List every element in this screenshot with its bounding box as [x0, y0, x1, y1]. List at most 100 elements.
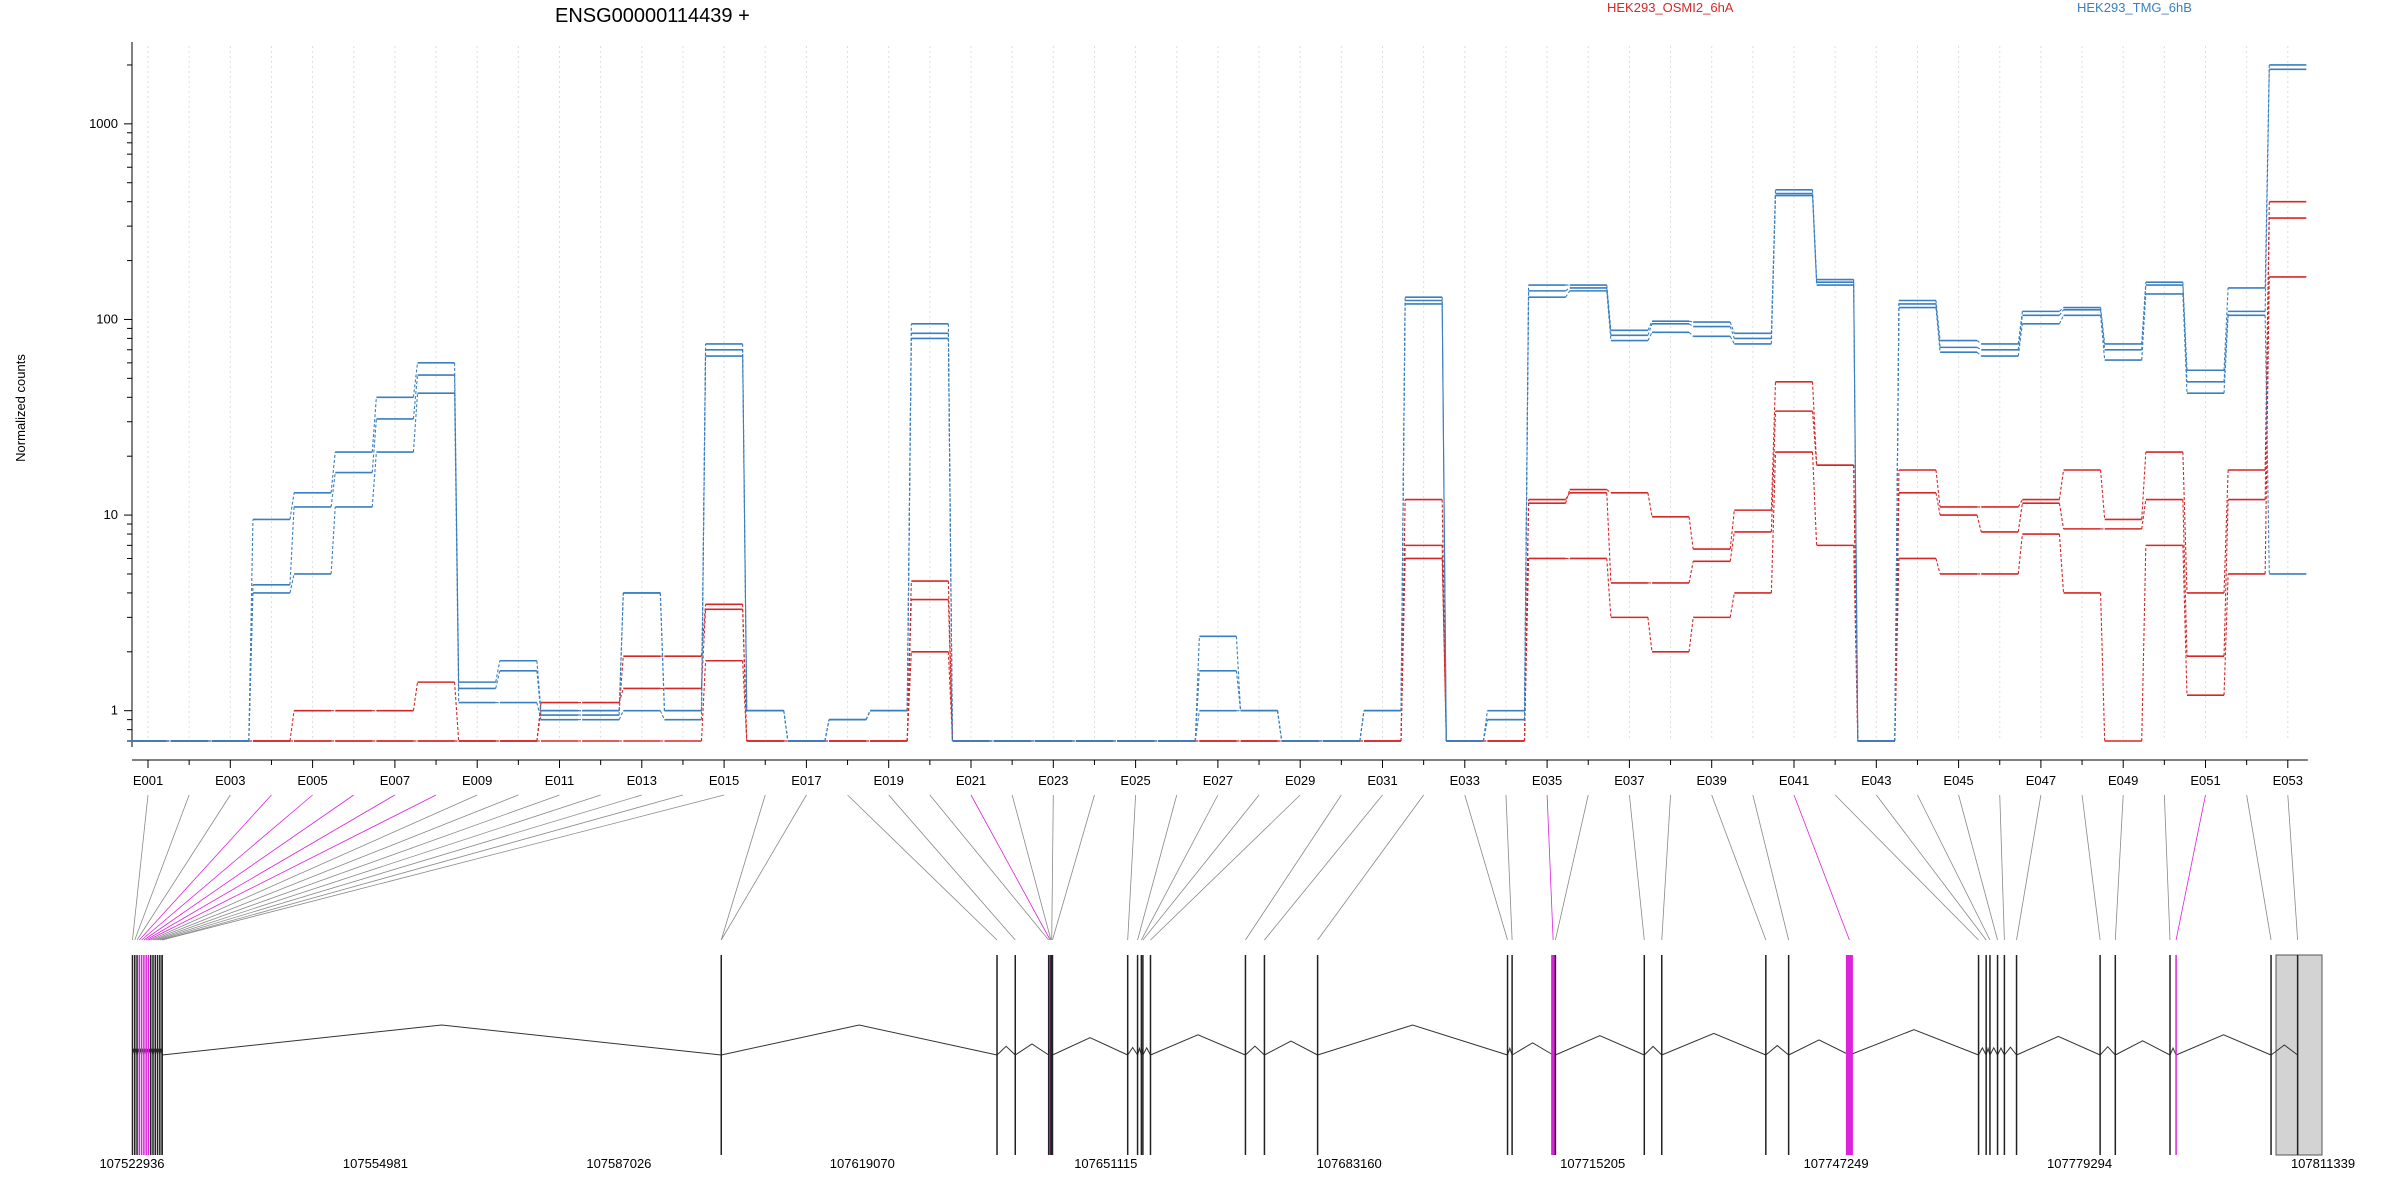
series-connector [2264, 276, 2270, 574]
exon-bar [1244, 955, 1247, 1155]
series-4 [129, 68, 2307, 742]
exon-bar [134, 955, 136, 1155]
exon-bar [2175, 955, 2177, 1155]
intron-arc [2115, 1040, 2171, 1056]
series-connector [2100, 307, 2106, 344]
x-tick-label: E001 [133, 773, 163, 788]
series-connector [1688, 331, 1694, 337]
series-connector [1853, 282, 1859, 742]
series-connector [371, 418, 377, 473]
series-connector [1770, 452, 1777, 593]
series-connector [783, 710, 789, 742]
series-connector [2141, 293, 2147, 361]
genomic-coordinate-label: 107811339 [2291, 1156, 2355, 1171]
series-connector [2100, 592, 2106, 742]
genomic-coordinate-label: 107651115 [1074, 1156, 1137, 1171]
genomic-coordinate-label: 107683160 [1317, 1156, 1382, 1171]
x-tick-label: E037 [1614, 773, 1644, 788]
exon-connector [888, 794, 1016, 941]
exon-connector [1875, 794, 1987, 941]
series-connector [1359, 710, 1365, 742]
exon-connector [136, 794, 231, 941]
series-connector [1688, 320, 1694, 323]
genomic-coordinate-label: 107587026 [586, 1156, 651, 1171]
exon-bar [1845, 955, 1853, 1155]
intron-arc [1989, 1046, 1998, 1056]
exon-connector [1711, 794, 1767, 941]
exon-bar [1551, 955, 1556, 1155]
series-connector [1811, 381, 1818, 466]
series-connector [289, 573, 295, 594]
exon-connector [720, 794, 807, 941]
series-connector [330, 451, 336, 493]
series-connector [1688, 561, 1694, 584]
series-5 [129, 194, 2307, 742]
series-connector [1976, 514, 1982, 533]
exon-bar [1985, 955, 1987, 1155]
exon-connector [159, 794, 642, 941]
genomic-coordinate-label: 107747249 [1804, 1156, 1869, 1171]
exon-connector [2175, 794, 2206, 941]
exon-connector [1752, 794, 1790, 941]
exon-connector [847, 794, 998, 941]
series-connector [1565, 287, 1571, 292]
intron-arc [1643, 1045, 1663, 1056]
exon-connector [1834, 794, 1979, 941]
legend-series-a: HEK293_OSMI2_6hA [1607, 0, 1734, 15]
x-tick-label: E025 [1120, 773, 1150, 788]
series-connector [1935, 469, 1941, 508]
series-connector [1565, 489, 1571, 504]
series-connector [2058, 533, 2065, 593]
exon-connector [929, 794, 1049, 941]
series-connector [1277, 710, 1283, 742]
exon-bar [131, 955, 134, 1155]
intron-arc [1142, 1046, 1151, 1056]
exon-connector [157, 794, 601, 941]
series-connector [412, 374, 419, 420]
series-connector [700, 349, 707, 711]
exon-connector [143, 794, 354, 941]
intron-arc [1014, 1043, 1049, 1056]
exon-connector [1464, 794, 1508, 941]
series-connector [947, 338, 954, 742]
series-connector [2141, 545, 2147, 742]
x-tick-label: E039 [1697, 773, 1727, 788]
series-connector [742, 349, 748, 711]
exon-connector [1958, 794, 1998, 941]
intron-arc [162, 1024, 722, 1056]
x-tick-label: E023 [1038, 773, 1068, 788]
series-connector [2058, 503, 2065, 529]
x-tick-label: E003 [215, 773, 245, 788]
series-connector [618, 710, 624, 720]
series-connector [2223, 499, 2229, 657]
exon-connector [1661, 794, 1671, 941]
series-connector [1482, 710, 1488, 742]
exon-connector [1142, 794, 1260, 941]
exon-connector [2287, 794, 2299, 941]
exon-connector [2016, 794, 2042, 941]
series-connector [2264, 69, 2270, 312]
series-connector [1688, 323, 1694, 328]
series-connector [1441, 303, 1447, 742]
series-connector [412, 362, 419, 398]
exon-bar [1140, 955, 1143, 1155]
intron-arc [1511, 1042, 1554, 1056]
exon-connector [1011, 794, 1052, 941]
exon-connector [162, 794, 725, 941]
exon-connector [150, 794, 478, 941]
series-connector [1606, 290, 1612, 341]
series-connector [742, 356, 748, 711]
exon-connector [141, 794, 313, 941]
series-connector [618, 592, 624, 716]
series-connector [1606, 558, 1612, 618]
exon-bar [1050, 955, 1053, 1155]
series-connector [1976, 351, 1982, 357]
series-connector [2100, 309, 2106, 350]
intron-arc [1978, 1046, 1987, 1056]
series-connector [1811, 452, 1818, 546]
series-connector [330, 506, 336, 575]
series-connector [536, 702, 542, 720]
intron-arc [1765, 1044, 1789, 1056]
series-connector [289, 492, 295, 520]
